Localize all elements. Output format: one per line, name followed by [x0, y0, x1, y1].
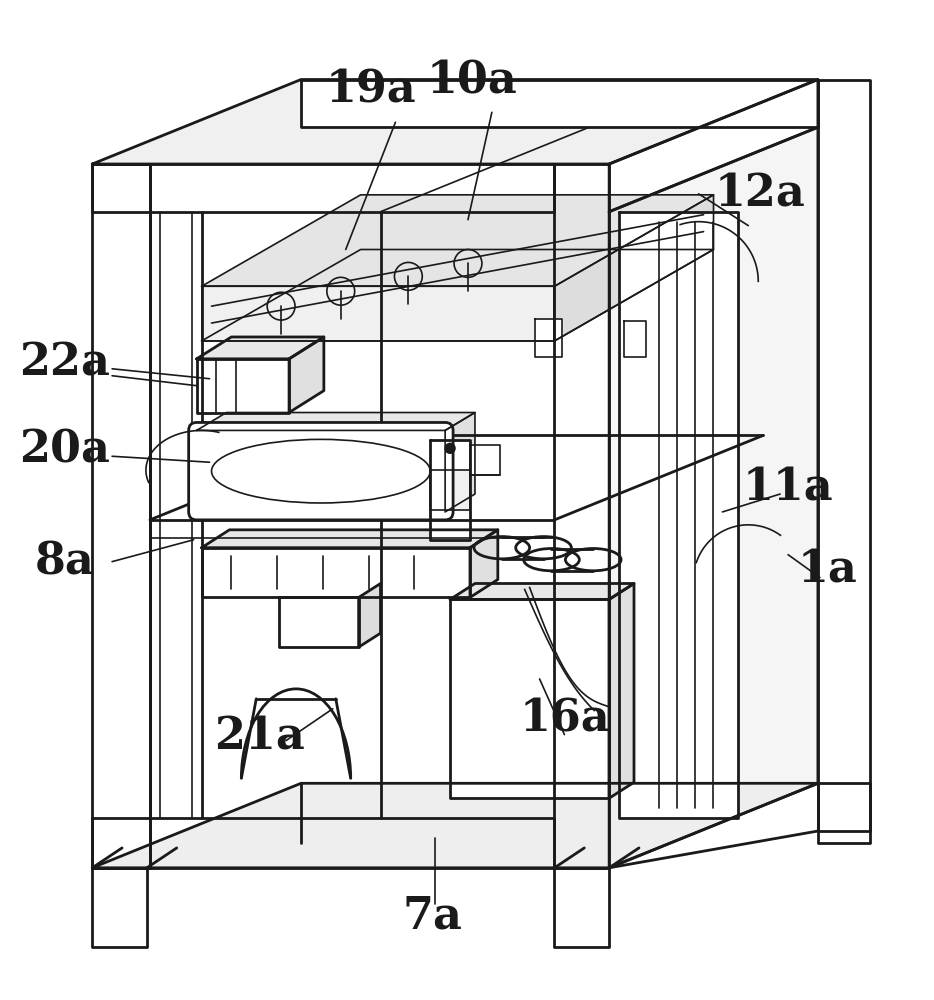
Polygon shape — [202, 530, 498, 548]
Polygon shape — [92, 783, 818, 868]
Polygon shape — [92, 164, 149, 868]
Polygon shape — [555, 195, 714, 341]
Polygon shape — [446, 413, 475, 512]
Polygon shape — [818, 783, 870, 843]
Polygon shape — [534, 319, 562, 357]
Text: 12a: 12a — [715, 172, 806, 215]
Polygon shape — [92, 164, 555, 212]
Polygon shape — [279, 597, 359, 647]
Text: 10a: 10a — [427, 59, 517, 102]
Polygon shape — [619, 212, 739, 818]
Text: 11a: 11a — [743, 467, 833, 510]
Polygon shape — [431, 470, 470, 510]
Polygon shape — [197, 359, 289, 413]
Polygon shape — [202, 249, 714, 341]
Polygon shape — [92, 80, 818, 164]
Polygon shape — [202, 286, 555, 341]
Polygon shape — [470, 530, 498, 597]
Polygon shape — [450, 599, 609, 798]
Polygon shape — [301, 80, 818, 127]
FancyBboxPatch shape — [189, 422, 453, 520]
Polygon shape — [92, 868, 147, 947]
Polygon shape — [818, 80, 870, 831]
Polygon shape — [555, 164, 609, 868]
Text: 19a: 19a — [325, 69, 416, 112]
Circle shape — [446, 443, 455, 453]
Text: 22a: 22a — [19, 341, 110, 384]
Polygon shape — [609, 80, 818, 212]
Polygon shape — [92, 818, 555, 868]
Polygon shape — [609, 584, 634, 798]
Text: 21a: 21a — [214, 715, 304, 758]
Polygon shape — [197, 337, 324, 359]
Polygon shape — [431, 440, 470, 540]
Text: 1a: 1a — [798, 548, 857, 591]
Polygon shape — [470, 445, 500, 475]
Polygon shape — [609, 127, 818, 868]
Polygon shape — [197, 413, 475, 430]
Text: 7a: 7a — [403, 894, 462, 937]
Text: 16a: 16a — [519, 697, 610, 740]
Text: 8a: 8a — [35, 540, 94, 583]
Polygon shape — [555, 868, 609, 947]
Polygon shape — [289, 337, 324, 413]
Polygon shape — [450, 584, 634, 599]
Polygon shape — [202, 195, 714, 286]
Text: 20a: 20a — [19, 429, 110, 472]
Polygon shape — [624, 321, 646, 357]
Polygon shape — [359, 584, 380, 647]
Polygon shape — [202, 548, 470, 597]
